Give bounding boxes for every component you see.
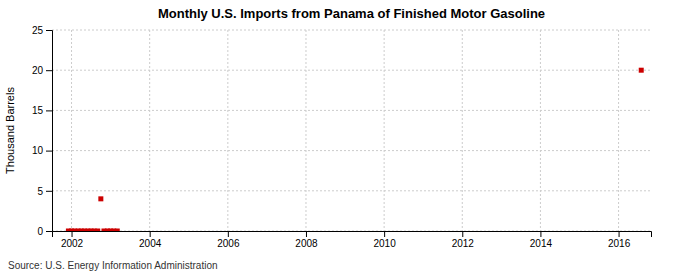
point xyxy=(115,229,120,232)
y-tick: 5 xyxy=(37,186,52,197)
y-tick: 25 xyxy=(32,25,52,36)
grid-line-y xyxy=(52,110,651,111)
y-tick: 20 xyxy=(32,65,52,76)
y-axis-title: Thousand Barrels xyxy=(4,87,16,174)
point xyxy=(98,196,103,201)
source: Source: U.S. Energy Information Administ… xyxy=(8,260,218,271)
x-axis: 2002 2004 2006 2008 2010 2012 2014 2016 xyxy=(53,231,652,249)
x-tick-label: 2006 xyxy=(217,238,240,249)
grid-line-y xyxy=(52,190,651,191)
grid-line-x xyxy=(618,30,619,231)
x-tick: 2004 xyxy=(139,231,162,249)
y-tick: 10 xyxy=(32,145,52,156)
x-tick-mark xyxy=(540,231,541,237)
x-tick-mark xyxy=(619,231,620,237)
y-tick-mark xyxy=(46,70,52,71)
x-tick-mark xyxy=(72,231,73,237)
grid-line-x xyxy=(71,30,72,231)
x-tick-label: 2014 xyxy=(530,238,553,249)
y-axis-line xyxy=(46,31,53,232)
y-tick-mark xyxy=(46,30,52,31)
y-tick: 15 xyxy=(32,105,52,116)
grid-line-x xyxy=(149,30,150,231)
x-tick-label: 2010 xyxy=(374,238,397,249)
y-tick-mark xyxy=(46,110,52,111)
y-tick-label: 10 xyxy=(32,145,44,156)
x-tick-label: 2012 xyxy=(452,238,475,249)
x-tick-label: 2016 xyxy=(608,238,631,249)
y-tick-mark xyxy=(46,151,52,152)
y-tick-label: 0 xyxy=(37,226,43,237)
x-tick: 2002 xyxy=(61,231,84,249)
grid-line-x xyxy=(540,30,541,231)
x-tick-label: 2002 xyxy=(61,238,84,249)
x-tick-mark xyxy=(306,231,307,237)
y-tick-label: 15 xyxy=(32,105,44,116)
point xyxy=(639,68,644,73)
x-tick: 2014 xyxy=(530,231,553,249)
grid-line-x xyxy=(305,30,306,231)
x-tick: 2006 xyxy=(217,231,240,249)
x-tick-mark xyxy=(228,231,229,237)
grid-line-y xyxy=(52,70,651,71)
x-axis-line xyxy=(53,232,652,238)
x-tick-label: 2004 xyxy=(139,238,162,249)
title: Monthly U.S. Imports from Panama of Fini… xyxy=(158,6,545,21)
y-tick-mark xyxy=(46,231,52,232)
x-tick-mark xyxy=(150,231,151,237)
x-tick-mark xyxy=(462,231,463,237)
y-tick-label: 25 xyxy=(32,25,44,36)
x-tick-mark xyxy=(384,231,385,237)
grid-line-x xyxy=(227,30,228,231)
y-tick-mark xyxy=(46,191,52,192)
grid-line-y xyxy=(52,30,651,31)
y-tick-label: 5 xyxy=(37,186,43,197)
plot-area: 2002 2004 2006 2008 2010 2012 2014 2016 0 5 10 15 20… xyxy=(32,25,652,249)
grid xyxy=(52,30,651,231)
y-tick: 0 xyxy=(37,226,52,237)
x-tick-label: 2008 xyxy=(295,238,318,249)
grid-line-x xyxy=(462,30,463,231)
y-tick-label: 20 xyxy=(32,65,44,76)
y-axis: 0 5 10 15 20 25 xyxy=(32,25,53,237)
x-tick: 2012 xyxy=(452,231,475,249)
points xyxy=(66,68,644,231)
chart: 2002 2004 2006 2008 2010 2012 2014 2016 0 5 10 15 20… xyxy=(0,0,675,275)
point xyxy=(95,229,100,232)
grid-line-x xyxy=(384,30,385,231)
x-tick: 2008 xyxy=(295,231,318,249)
x-tick: 2016 xyxy=(608,231,631,249)
x-tick: 2010 xyxy=(374,231,397,249)
grid-line-y xyxy=(52,150,651,151)
